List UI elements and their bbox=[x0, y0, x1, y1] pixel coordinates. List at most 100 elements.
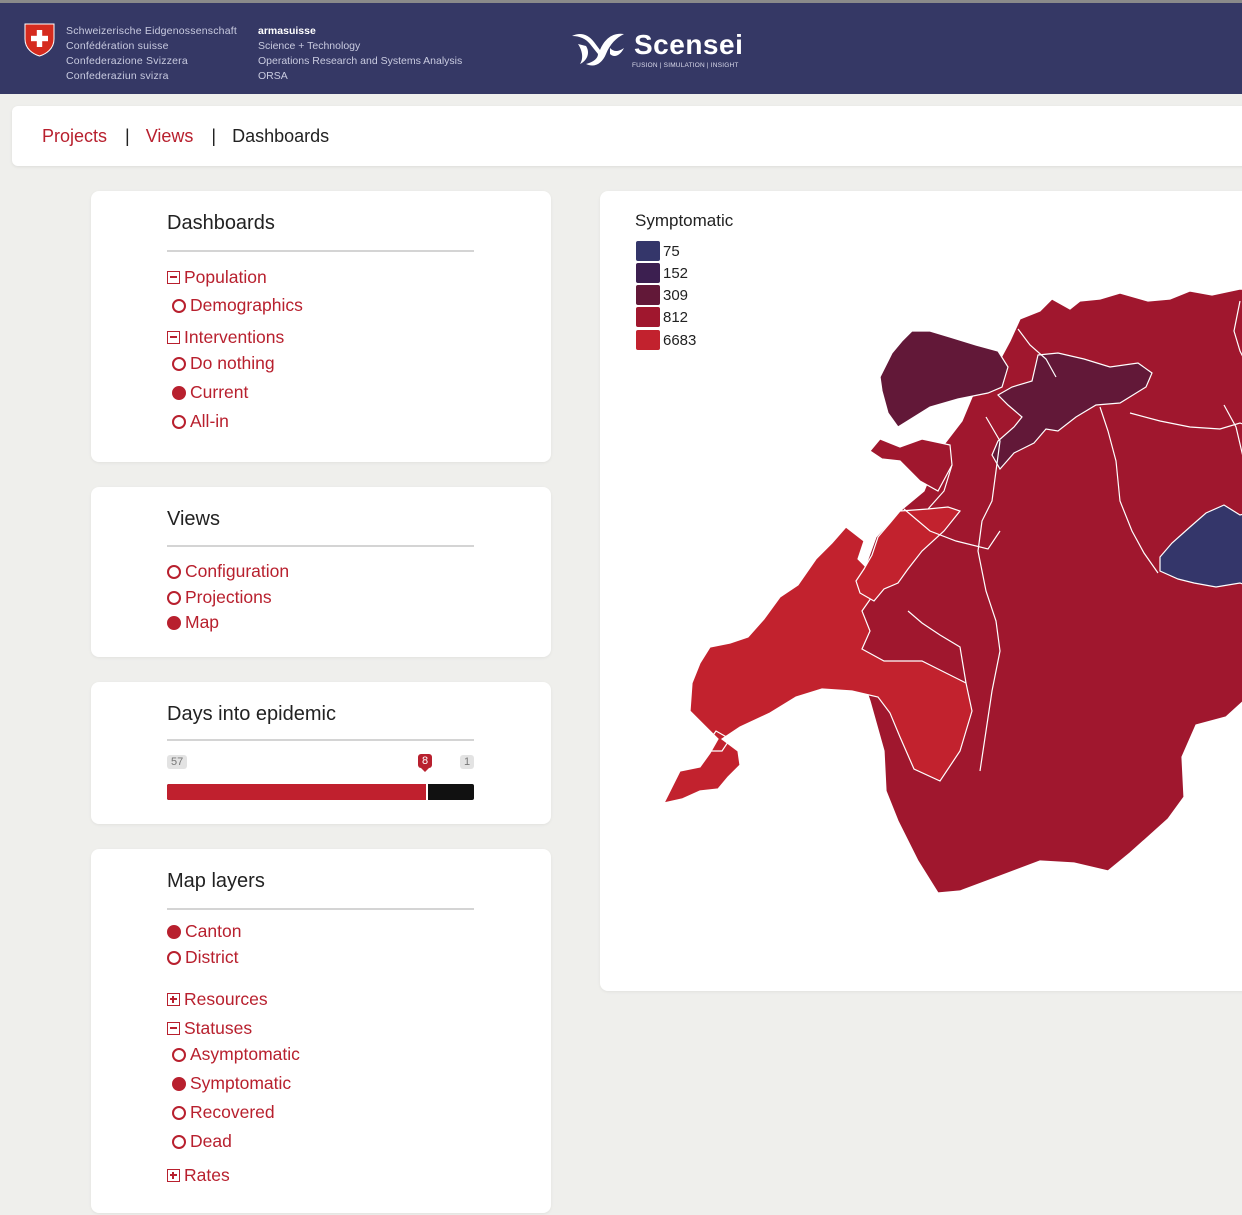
radio-empty-icon bbox=[172, 1134, 186, 1149]
option-label: Map bbox=[185, 612, 220, 632]
swiss-coat-of-arms-icon bbox=[24, 23, 55, 57]
radio-filled-icon bbox=[167, 615, 181, 630]
radio-empty-icon bbox=[172, 1105, 186, 1120]
confederation-de: Schweizerische Eidgenossenschaft bbox=[66, 25, 237, 37]
legend-swatch bbox=[636, 241, 660, 261]
option-current[interactable]: Current bbox=[172, 382, 248, 403]
confederation-it: Confederazione Svizzera bbox=[66, 55, 188, 67]
divider bbox=[167, 250, 474, 252]
confederation-rm: Confederaziun svizra bbox=[66, 70, 169, 82]
nav-projects-link[interactable]: Projects bbox=[42, 125, 108, 146]
scensei-wordmark: Scensei bbox=[634, 29, 744, 60]
panel-title: Views bbox=[167, 508, 220, 530]
view-projections[interactable]: Projections bbox=[167, 587, 272, 608]
days-slider-fill bbox=[167, 784, 428, 800]
option-label: Demographics bbox=[190, 295, 303, 315]
canton-region bbox=[662, 526, 973, 804]
divider bbox=[167, 908, 474, 910]
arma-line: Science + Technology bbox=[258, 40, 361, 52]
option-demographics[interactable]: Demographics bbox=[172, 295, 303, 316]
status-dead[interactable]: Dead bbox=[172, 1131, 232, 1152]
panel-title: Dashboards bbox=[167, 212, 275, 234]
nav-views-link[interactable]: Views bbox=[145, 125, 194, 146]
legend-swatch bbox=[636, 330, 660, 350]
expand-icon bbox=[167, 993, 180, 1006]
legend-entry: 75 bbox=[636, 241, 680, 261]
dashboards-panel: Dashboards Population Demographics Inter… bbox=[91, 191, 551, 462]
option-all-in[interactable]: All-in bbox=[172, 411, 229, 432]
option-label: Dead bbox=[190, 1131, 232, 1151]
group-label: Resources bbox=[184, 989, 268, 1009]
canton-boundary bbox=[927, 464, 953, 510]
status-recovered[interactable]: Recovered bbox=[172, 1102, 275, 1123]
map-panel: Symptomatic 75 152 309 812 6683 bbox=[600, 191, 1242, 991]
canton-region bbox=[1159, 504, 1242, 588]
group-label: Rates bbox=[184, 1165, 230, 1185]
collapse-icon bbox=[167, 1022, 180, 1035]
view-configuration[interactable]: Configuration bbox=[167, 561, 289, 582]
radio-empty-icon bbox=[167, 950, 181, 965]
arma-line: ORSA bbox=[258, 70, 288, 82]
canton-boundary bbox=[1129, 412, 1242, 430]
legend-swatch bbox=[636, 307, 660, 327]
slider-handle-label[interactable]: 8 bbox=[418, 754, 433, 772]
radio-empty-icon bbox=[172, 1047, 186, 1062]
status-asymptomatic[interactable]: Asymptomatic bbox=[172, 1044, 300, 1065]
canton-boundary bbox=[1223, 404, 1242, 456]
browser-edge bbox=[0, 0, 1242, 3]
confederation-names: Schweizerische Eidgenossenschaft Confédé… bbox=[66, 24, 237, 84]
option-label: Asymptomatic bbox=[190, 1044, 300, 1064]
views-panel: Views Configuration Projections Map bbox=[91, 487, 551, 657]
radio-empty-icon bbox=[167, 564, 181, 579]
option-label: All-in bbox=[190, 411, 229, 431]
app-header: Schweizerische Eidgenossenschaft Confédé… bbox=[0, 0, 1242, 94]
radio-empty-icon bbox=[172, 298, 186, 313]
canton-choropleth-map[interactable] bbox=[600, 191, 1242, 991]
canton-boundary bbox=[1017, 328, 1057, 378]
option-label: Configuration bbox=[185, 561, 290, 581]
canton-boundary bbox=[903, 508, 1001, 550]
layer-canton[interactable]: Canton bbox=[167, 921, 241, 942]
scensei-logo: Scensei FUSION | SIMULATION | INSIGHT bbox=[570, 29, 744, 69]
slider-min-label: 1 bbox=[460, 755, 475, 769]
days-slider[interactable] bbox=[167, 784, 474, 800]
canton-region bbox=[855, 506, 962, 602]
legend-swatch bbox=[636, 285, 660, 305]
panel-title: Map layers bbox=[167, 870, 265, 892]
layer-district[interactable]: District bbox=[167, 947, 238, 968]
legend-value: 812 bbox=[663, 308, 689, 326]
legend-value: 152 bbox=[663, 264, 689, 282]
view-map[interactable]: Map bbox=[167, 612, 219, 633]
divider bbox=[167, 545, 474, 547]
canton-region bbox=[869, 438, 953, 492]
option-label: Do nothing bbox=[190, 353, 275, 373]
nav-current-page: Dashboards bbox=[232, 125, 330, 146]
panel-title: Days into epidemic bbox=[167, 703, 336, 725]
radio-empty-icon bbox=[172, 356, 186, 371]
radio-empty-icon bbox=[172, 414, 186, 429]
days-panel: Days into epidemic 57 8 1 bbox=[91, 682, 551, 824]
option-label: District bbox=[185, 947, 239, 967]
legend-entry: 812 bbox=[636, 307, 688, 327]
legend-entry: 6683 bbox=[636, 330, 696, 350]
group-resources-toggle[interactable]: Resources bbox=[167, 989, 268, 1010]
group-statuses-toggle[interactable]: Statuses bbox=[167, 1018, 252, 1039]
expand-icon bbox=[167, 1169, 180, 1182]
confederation-fr: Confédération suisse bbox=[66, 40, 169, 52]
group-population-toggle[interactable]: Population bbox=[167, 267, 267, 288]
legend-entry: 152 bbox=[636, 263, 688, 283]
legend-title: Symptomatic bbox=[635, 211, 734, 230]
group-label: Statuses bbox=[184, 1018, 253, 1038]
canton-boundary bbox=[1099, 406, 1159, 574]
option-do-nothing[interactable]: Do nothing bbox=[172, 353, 275, 374]
scensei-tagline: FUSION | SIMULATION | INSIGHT bbox=[632, 62, 739, 69]
group-rates-toggle[interactable]: Rates bbox=[167, 1165, 230, 1186]
breadcrumb-separator: | bbox=[211, 125, 217, 146]
radio-empty-icon bbox=[167, 590, 181, 605]
group-interventions-toggle[interactable]: Interventions bbox=[167, 327, 284, 348]
canton-boundary bbox=[1233, 300, 1242, 357]
group-label: Interventions bbox=[184, 327, 285, 347]
option-label: Symptomatic bbox=[190, 1073, 292, 1093]
status-symptomatic[interactable]: Symptomatic bbox=[172, 1073, 291, 1094]
collapse-icon bbox=[167, 271, 180, 284]
